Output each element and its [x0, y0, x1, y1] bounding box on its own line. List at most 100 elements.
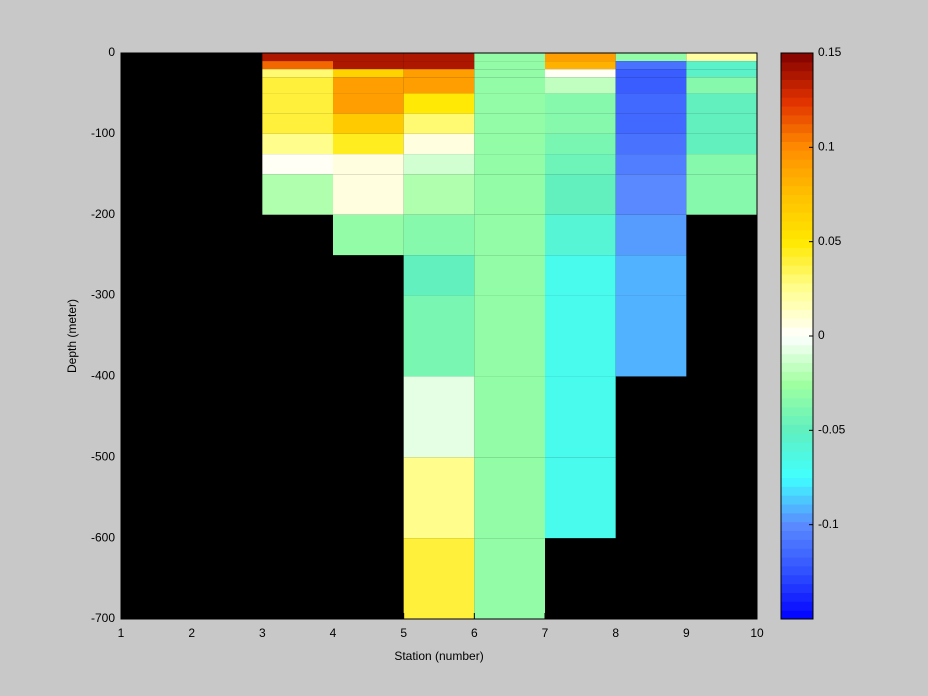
heat-cell: [262, 154, 333, 175]
heat-cell: [262, 69, 333, 78]
heat-cell: [686, 53, 757, 62]
colorbar-band: [781, 194, 813, 204]
heat-cell: [615, 113, 687, 134]
heat-cell: [403, 113, 475, 134]
colorbar-band: [781, 132, 813, 142]
colorbar-band: [781, 79, 813, 89]
heat-cell: [545, 133, 616, 155]
colorbar-band: [781, 336, 813, 346]
heat-cell: [615, 77, 687, 94]
colorbar-band: [781, 424, 813, 434]
colorbar-band: [781, 450, 813, 461]
heat-cell: [686, 133, 757, 155]
heat-cell: [403, 133, 475, 155]
heat-cell: [474, 538, 545, 619]
heat-cell: [474, 113, 545, 134]
colorbar-band: [781, 406, 813, 417]
heat-cell: [403, 457, 475, 539]
colorbar-band: [781, 601, 813, 611]
heat-cell: [545, 93, 616, 114]
heat-cell: [474, 295, 545, 377]
colorbar-tick-label: 0: [818, 328, 825, 342]
heat-cell: [545, 214, 616, 256]
colorbar-band: [781, 203, 813, 213]
colorbar-band: [781, 167, 813, 178]
heat-cell: [615, 295, 687, 377]
heat-cell: [333, 214, 404, 256]
heat-cell: [333, 113, 404, 134]
colorbar-band: [781, 362, 813, 372]
colorbar-band: [781, 565, 813, 576]
colorbar-band: [781, 442, 813, 452]
colorbar-band: [781, 433, 813, 443]
colorbar-band: [781, 185, 813, 195]
colorbar-band: [781, 327, 813, 337]
heat-cell: [545, 174, 616, 215]
heat-cell: [403, 61, 475, 70]
colorbar-band: [781, 176, 813, 187]
colorbar-band: [781, 477, 813, 487]
colorbar-band: [781, 229, 813, 240]
x-axis-label: Station (number): [394, 649, 483, 663]
heat-cell: [615, 154, 687, 175]
colorbar-tick-label: -0.1: [818, 517, 839, 531]
colorbar-band: [781, 291, 813, 302]
heat-cell: [262, 93, 333, 114]
x-tick-label: 9: [683, 626, 690, 640]
heat-cell: [262, 174, 333, 215]
heat-cell: [545, 295, 616, 377]
heat-cell: [333, 174, 404, 215]
colorbar-band: [781, 114, 813, 125]
heat-cell: [403, 295, 475, 377]
colorbar-band: [781, 212, 813, 222]
colorbar-band: [781, 61, 813, 72]
colorbar-band: [781, 521, 813, 532]
heat-cell: [403, 53, 475, 62]
x-tick-label: 5: [400, 626, 407, 640]
heat-cell: [686, 174, 757, 215]
colorbar-band: [781, 274, 813, 284]
heat-cell: [333, 69, 404, 78]
heat-cell: [333, 133, 404, 155]
heat-cell: [474, 69, 545, 78]
colorbar-band: [781, 539, 813, 549]
colorbar-band: [781, 106, 813, 116]
colorbar-band: [781, 530, 813, 540]
heat-cell: [403, 154, 475, 175]
heat-cell: [615, 133, 687, 155]
y-tick-label: -400: [91, 369, 115, 383]
heat-cell: [403, 376, 475, 458]
colorbar-band: [781, 123, 813, 134]
heat-cell: [686, 69, 757, 78]
heat-cell: [333, 77, 404, 94]
x-tick-label: 8: [612, 626, 619, 640]
colorbar-band: [781, 610, 813, 620]
heat-cell: [403, 214, 475, 256]
colorbar-band: [781, 459, 813, 470]
colorbar-band: [781, 353, 813, 364]
heat-cell: [545, 457, 616, 539]
heat-cell: [474, 255, 545, 296]
heat-cell: [686, 61, 757, 70]
heat-cell: [615, 61, 687, 70]
colorbar-band: [781, 557, 813, 567]
colorbar-tick-label: 0.15: [818, 45, 842, 59]
colorbar-band: [781, 141, 813, 151]
colorbar-tick-label: -0.05: [818, 423, 846, 437]
colorbar-band: [781, 70, 813, 81]
y-tick-label: -100: [91, 126, 115, 140]
colorbar-band: [781, 504, 813, 514]
heat-cell: [545, 69, 616, 78]
colorbar-band: [781, 592, 813, 602]
heat-cell: [545, 61, 616, 70]
colorbar-band: [781, 53, 813, 63]
colorbar-band: [781, 344, 813, 355]
heat-cell: [545, 255, 616, 296]
heat-cell: [333, 93, 404, 114]
x-tick-label: 3: [259, 626, 266, 640]
y-tick-label: 0: [108, 45, 115, 59]
heat-cell: [403, 77, 475, 94]
heat-cell: [333, 53, 404, 62]
heat-cell: [474, 154, 545, 175]
heat-cell: [474, 77, 545, 94]
